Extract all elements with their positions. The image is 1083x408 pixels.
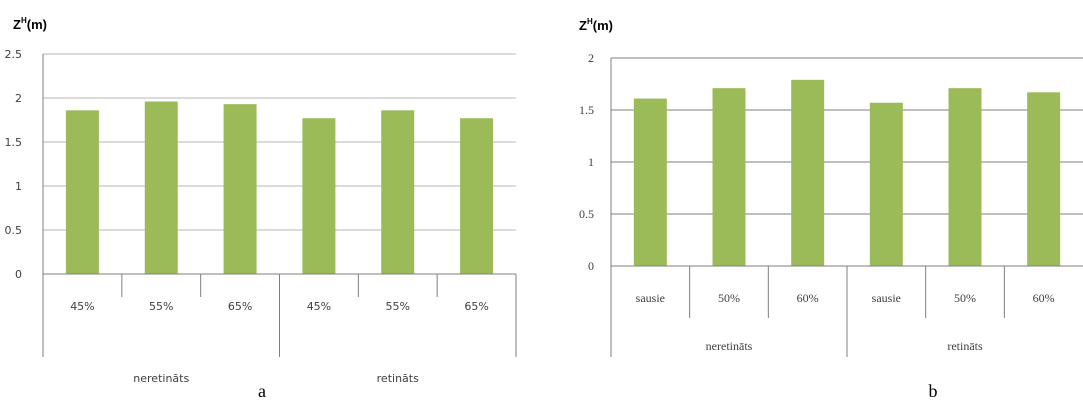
y-tick-label: 2.5 [5, 48, 23, 61]
bar [948, 88, 982, 266]
y-tick-label: 1 [15, 180, 22, 193]
x-tick-label: 65% [464, 300, 488, 313]
bar [633, 98, 667, 266]
bar [381, 110, 415, 274]
group-label: neretināts [706, 339, 753, 353]
x-tick-label: 45% [307, 300, 331, 313]
y-tick-label: 0 [588, 259, 594, 273]
y-tick-label: 1.5 [5, 136, 23, 149]
chart-a: 0 0.5 1 1.5 2 2.5 45% 55% 65% 45% 55% 65% neretināts… [5, 16, 517, 401]
y-axis-title: ZH(m) [579, 17, 613, 33]
y-tick-label: 0.5 [5, 224, 23, 237]
x-tick-label: 60% [1033, 291, 1055, 305]
chart-b: 0 0.5 1 1.5 2 sausie 50% 60% sausie 50% 60% neretin… [579, 17, 1083, 401]
bar [460, 118, 494, 275]
bar [712, 88, 746, 266]
bar [144, 101, 178, 275]
x-tick-label: sausie [872, 291, 901, 305]
y-tick-label: 2 [588, 51, 594, 65]
y-tick-label: 2 [15, 92, 22, 105]
bar [302, 118, 336, 275]
x-tick-label: 60% [797, 291, 819, 305]
y-tick-label: 1.5 [579, 103, 594, 117]
bar [1027, 92, 1061, 266]
bar [869, 102, 903, 266]
y-tick-label: 1 [588, 155, 594, 169]
x-tick-label: 55% [386, 300, 410, 313]
panel-label: b [929, 381, 938, 401]
panel-label: a [258, 381, 266, 401]
x-tick-label: 50% [954, 291, 976, 305]
x-tick-label: sausie [636, 291, 665, 305]
y-tick-label: 0 [15, 268, 22, 281]
group-label: retināts [947, 339, 983, 353]
x-tick-label: 65% [228, 300, 252, 313]
y-tick-label: 0.5 [579, 207, 594, 221]
x-tick-label: 55% [149, 300, 173, 313]
bar [223, 104, 257, 274]
bar [65, 110, 99, 274]
x-tick-label: 45% [70, 300, 94, 313]
x-tick-label: 50% [718, 291, 740, 305]
y-axis-title: ZH(m) [13, 16, 47, 32]
bar [791, 79, 825, 266]
group-label: retināts [377, 372, 419, 385]
group-label: neretināts [133, 372, 189, 385]
